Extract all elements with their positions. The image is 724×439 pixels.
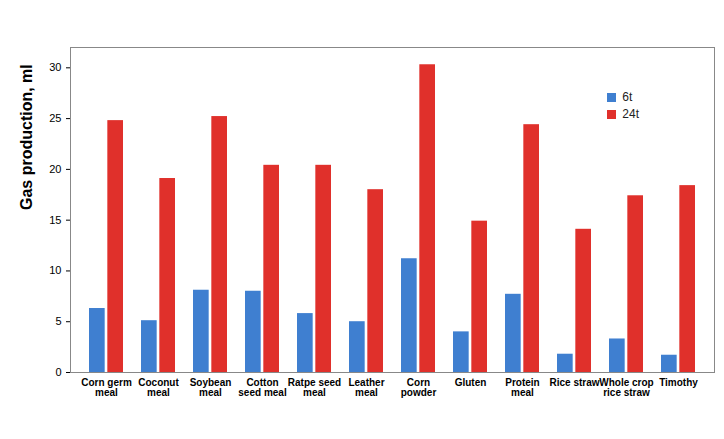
svg-text:30: 30 <box>49 61 61 73</box>
svg-text:Gluten: Gluten <box>455 377 487 388</box>
svg-text:15: 15 <box>49 214 61 226</box>
html-text:6t: 6t <box>622 90 633 104</box>
svg-text:Whole croprice straw: Whole croprice straw <box>599 377 653 398</box>
svg-text:Ratpe seedmeal: Ratpe seedmeal <box>288 377 341 398</box>
svg-text:5: 5 <box>55 315 61 327</box>
svg-text:Coconutmeal: Coconutmeal <box>138 377 179 398</box>
svg-text:Corn germmeal: Corn germmeal <box>81 377 132 398</box>
svg-text:20: 20 <box>49 163 61 175</box>
svg-text:0: 0 <box>55 366 61 378</box>
svg-text:Cottonseed meal: Cottonseed meal <box>238 377 287 398</box>
svg-text:25: 25 <box>49 112 61 124</box>
svg-text:Cornpowder: Cornpowder <box>401 377 437 398</box>
html-text:24t: 24t <box>622 107 639 121</box>
svg-text:Proteinmeal: Proteinmeal <box>505 377 539 398</box>
svg-text:Soybeanmeal: Soybeanmeal <box>190 377 232 398</box>
svg-text:10: 10 <box>49 264 61 276</box>
svg-text:Leathermeal: Leathermeal <box>348 377 384 398</box>
svg-text:Timothy: Timothy <box>659 377 698 388</box>
svg-text:Gas production, ml: Gas production, ml <box>18 64 35 210</box>
svg-text:Rice straw: Rice straw <box>549 377 599 388</box>
